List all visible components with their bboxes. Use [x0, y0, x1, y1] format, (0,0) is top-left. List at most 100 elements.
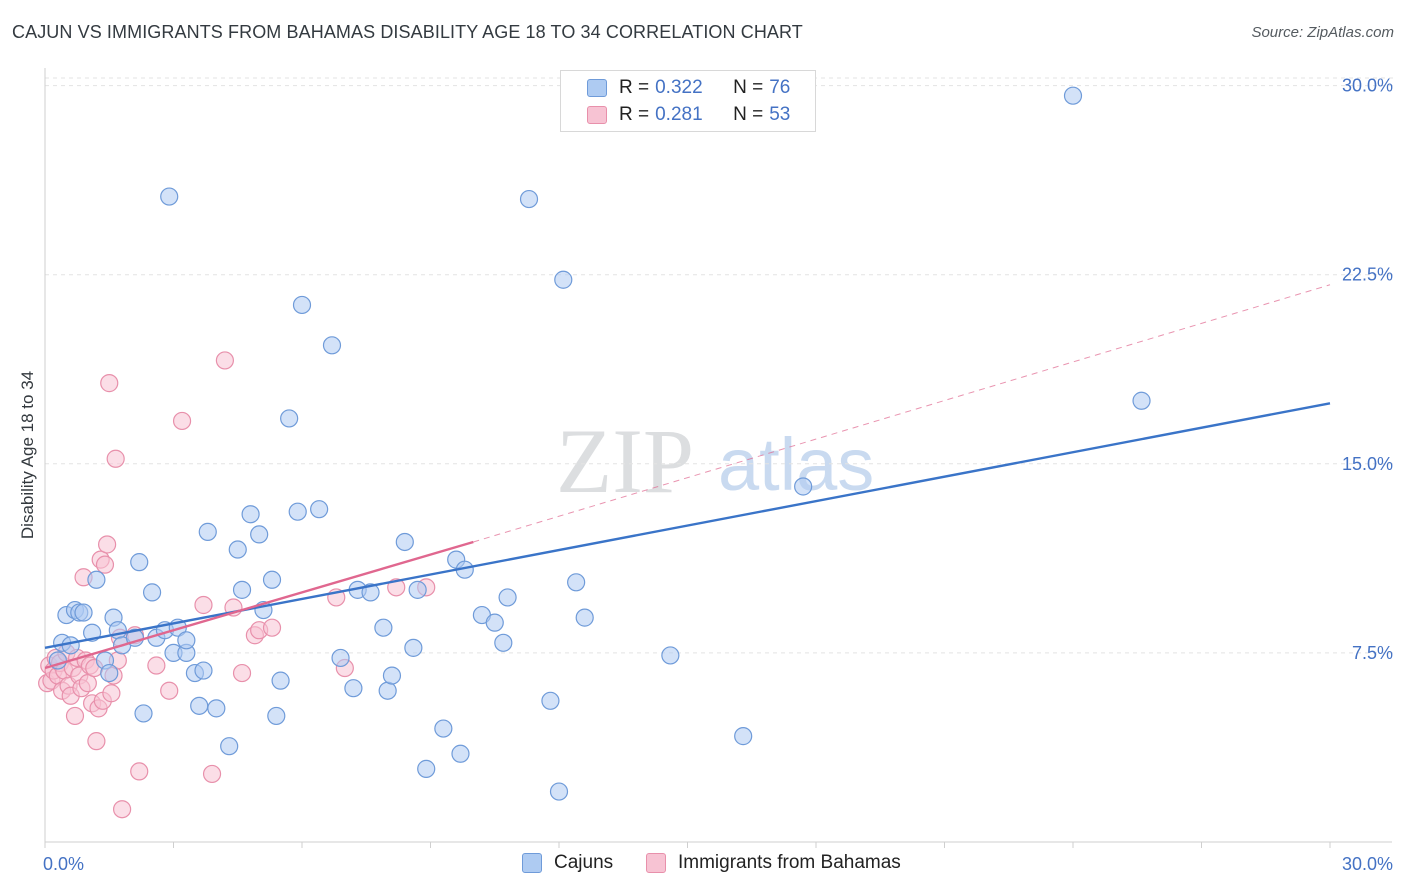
- cajuns-point: [567, 573, 586, 592]
- bahamas-point: [160, 681, 179, 700]
- n-value: 76: [769, 77, 791, 98]
- cajuns-trend-line: [44, 402, 1331, 650]
- cajuns-point: [271, 671, 290, 690]
- cajuns-point: [451, 744, 470, 763]
- bahamas-point: [102, 684, 121, 703]
- bottom-legend: Cajuns Immigrants from Bahamas: [0, 852, 1406, 878]
- bahamas-point: [387, 578, 406, 597]
- bahamas-point: [232, 663, 252, 683]
- chart-title: CAJUN VS IMMIGRANTS FROM BAHAMAS DISABIL…: [12, 22, 803, 42]
- cajuns-point: [519, 189, 539, 209]
- bahamas-point: [78, 674, 97, 693]
- cajuns-point: [661, 646, 680, 665]
- bahamas-point: [130, 762, 149, 781]
- bahamas-point: [106, 449, 125, 468]
- bahamas-swatch: [587, 106, 607, 124]
- cajuns-point: [404, 638, 423, 657]
- cajuns-point: [382, 666, 402, 685]
- bahamas-point: [100, 374, 119, 393]
- data-points: [38, 86, 1151, 819]
- cajuns-point: [87, 570, 106, 589]
- legend-label-bahamas: Immigrants from Bahamas: [678, 852, 901, 873]
- cajuns-point: [310, 500, 329, 519]
- cajuns-point: [554, 270, 573, 289]
- n-label: N =: [733, 104, 764, 125]
- x-tick-label: 0.0%: [43, 854, 84, 874]
- cajuns-point: [288, 502, 307, 521]
- bahamas-point: [194, 595, 213, 615]
- cajuns-point: [395, 532, 414, 552]
- cajuns-point: [267, 706, 286, 726]
- n-label: N =: [733, 77, 764, 98]
- cajuns-point: [417, 759, 436, 778]
- cajuns-point: [292, 295, 312, 315]
- cajuns-point: [160, 187, 179, 206]
- bahamas-point: [147, 656, 166, 675]
- stats-legend: R = 0.322 N = 76 R = 0.281 N = 53: [560, 70, 816, 132]
- r-label: R =: [619, 77, 650, 98]
- legend-item-bahamas: Immigrants from Bahamas: [646, 852, 901, 874]
- bahamas-point: [95, 555, 115, 574]
- cajuns-point: [1132, 391, 1151, 410]
- cajuns-point: [130, 553, 149, 572]
- y-tick-label: 30.0%: [1342, 76, 1393, 96]
- bahamas-point: [112, 800, 132, 819]
- cajuns-point: [228, 540, 247, 559]
- n-value: 53: [769, 104, 791, 125]
- cajuns-point: [734, 727, 753, 746]
- bahamas-point: [215, 351, 234, 370]
- trend-lines: [44, 284, 1331, 670]
- cajuns-point: [61, 636, 80, 655]
- watermark-zip: ZIP: [556, 410, 694, 512]
- cajuns-point: [134, 704, 153, 723]
- bahamas-point: [98, 535, 117, 554]
- cajuns-point: [498, 588, 517, 607]
- source-label: Source: ZipAtlas.com: [1251, 24, 1394, 41]
- cajuns-point: [494, 633, 513, 652]
- cajuns-swatch: [587, 79, 607, 97]
- bahamas-trend-line: [44, 540, 474, 670]
- r-value: 0.281: [655, 104, 703, 125]
- cajuns-point: [331, 648, 350, 668]
- cajuns-point: [177, 631, 196, 650]
- stats-row-cajuns: R = 0.322 N = 76: [587, 75, 790, 101]
- cajuns-point: [485, 613, 504, 632]
- tick-labels: 7.5% 15.0% 22.5% 30.0% 0.0% 30.0%: [43, 76, 1393, 874]
- cajuns-point: [241, 505, 260, 524]
- bahamas-point: [202, 764, 222, 784]
- bahamas-point: [262, 618, 282, 637]
- cajuns-point: [549, 782, 569, 801]
- bahamas-point: [65, 706, 85, 726]
- bahamas-point: [87, 732, 106, 751]
- cajuns-point: [374, 618, 393, 637]
- cajuns-point: [575, 608, 594, 627]
- watermark: ZIP atlas: [556, 410, 874, 512]
- cajuns-point: [280, 409, 299, 428]
- cajuns-point: [198, 522, 217, 541]
- bahamas-point: [172, 411, 192, 431]
- cajuns-point: [220, 737, 239, 756]
- r-label: R =: [619, 104, 650, 125]
- cajuns-point: [74, 603, 93, 622]
- y-tick-label: 22.5%: [1342, 265, 1393, 285]
- cajuns-point: [250, 525, 269, 544]
- cajuns-point: [262, 570, 282, 589]
- legend-item-cajuns: Cajuns: [522, 852, 613, 874]
- x-tick-label: 30.0%: [1342, 854, 1393, 874]
- gridlines: [45, 77, 1395, 654]
- cajuns-point: [194, 661, 213, 680]
- cajuns-point: [322, 336, 342, 355]
- r-value: 0.322: [655, 77, 703, 98]
- cajuns-point: [541, 691, 560, 710]
- y-tick-label: 7.5%: [1352, 643, 1393, 663]
- cajuns-point: [100, 663, 119, 683]
- cajuns-point: [378, 681, 397, 700]
- cajuns-legend-swatch: [522, 853, 542, 873]
- cajuns-point: [344, 679, 363, 698]
- cajuns-point: [190, 696, 209, 715]
- cajuns-point: [207, 699, 226, 718]
- legend-label-cajuns: Cajuns: [554, 852, 614, 873]
- bahamas-legend-swatch: [646, 853, 666, 873]
- axes: [44, 68, 1392, 848]
